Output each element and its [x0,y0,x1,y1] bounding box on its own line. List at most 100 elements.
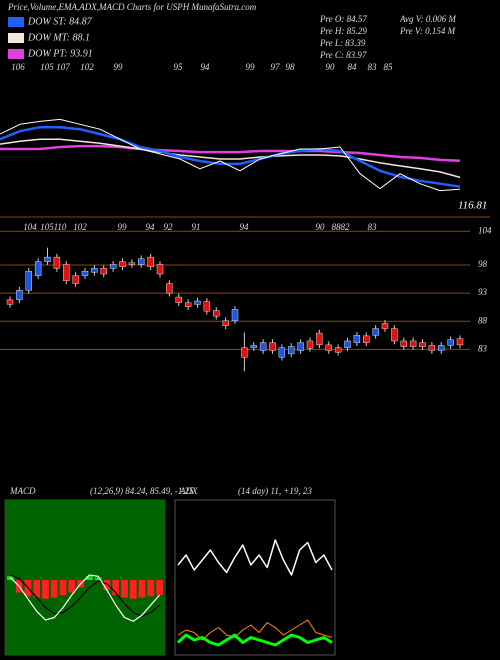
series-line [0,138,461,179]
candle-body [91,268,98,273]
histogram-bar [156,580,163,595]
histogram-bar [94,577,102,580]
candle-body [128,262,136,265]
y-tick-label: 83 [478,343,488,353]
candle-body [250,345,257,348]
candle-body [119,261,126,267]
top-label: 90 [326,62,336,72]
candle-body [53,256,61,269]
candle-body [203,301,211,312]
legend-label: DOW ST: 84.87 [27,16,93,27]
candle-body [6,299,14,305]
candle-body [409,340,417,347]
candle-body [334,347,342,353]
histogram-bar [147,580,155,597]
y-tick-label: 104 [478,225,492,235]
candle-body [353,335,361,343]
candle-body [428,345,436,351]
candle-body [166,283,173,294]
top-label: 97 [271,62,281,72]
panel-label: ADX [179,486,198,496]
y-tick-label: 88 [478,315,488,325]
top-label: 106 [11,62,25,72]
candle-body [400,340,407,347]
candle-body [25,270,32,291]
top-label: 91 [192,222,201,232]
stat: Pre L: 83.39 [319,38,366,48]
candle-body [325,344,332,351]
stat: Pre H: 85.29 [319,26,367,36]
top-label: 94 [146,222,156,232]
histogram-bar [121,580,128,598]
top-label: 104 [23,222,37,232]
candle-body [81,270,89,276]
panel-label: MACD [9,486,36,496]
top-label: 92 [164,222,174,232]
candle-body [231,309,239,321]
candle-body [259,342,267,351]
candle-body [222,320,229,326]
top-label: 83 [368,62,378,72]
panel-params: (14 day) 11, +19, 23 [238,486,312,496]
candle-body [241,347,248,358]
top-label: 90 [316,222,326,232]
histogram-bar [86,576,93,580]
series-line [177,539,333,576]
top-label: 99 [246,62,256,72]
top-label: 99 [114,62,124,72]
top-label: 110 [54,222,67,232]
legend-label: DOW MT: 88.1 [27,32,90,43]
candle-body [147,256,154,267]
candle-body [391,328,398,342]
candle-body [184,302,192,307]
series-line [0,144,461,162]
panel-bg [5,500,165,655]
candle-body [175,296,182,303]
candle-body [100,268,107,275]
histogram-bar [42,580,49,599]
histogram-bar [138,580,146,598]
histogram-bar [129,580,137,599]
panel-bg [174,499,336,656]
page-title: Price,Volume,EMA,ADX,MACD Charts for USP… [7,2,257,12]
histogram-bar [50,580,58,598]
series-line [9,574,161,622]
series-line [10,574,160,617]
candle-body [72,275,79,284]
top-label: 82 [341,222,351,232]
candle-body [288,346,295,355]
legend-swatch [8,33,24,43]
candle-body [316,332,323,346]
y-tick-label: 93 [478,287,488,297]
candle-body [381,323,389,329]
candle-body [63,264,70,281]
y-tick-label: 98 [478,259,488,269]
stat: Pre V: 0.154 M [399,26,456,36]
top-label: 94 [201,62,211,72]
series-line [176,633,333,647]
legend-swatch [8,49,24,59]
candle-body [344,340,351,348]
top-label: 84 [348,62,358,72]
candle-body [372,328,379,336]
candle-body [278,347,286,358]
legend-label: DOW PT: 93.91 [27,48,93,59]
candle-body [34,261,42,276]
candle-body [456,338,464,346]
candle-body [109,264,117,269]
candle-body [194,300,201,305]
candle-body [438,345,445,351]
candle-body [363,335,370,343]
top-label: 99 [118,222,128,232]
top-label: 107 [56,62,70,72]
stat: Pre O: 84.57 [319,14,367,24]
candle-body [156,264,164,275]
top-label: 105 [40,222,54,232]
histogram-bar [68,580,76,593]
candle-body [419,342,426,347]
series-line [0,125,461,188]
top-label: 94 [240,222,250,232]
histogram-bar [103,580,111,590]
